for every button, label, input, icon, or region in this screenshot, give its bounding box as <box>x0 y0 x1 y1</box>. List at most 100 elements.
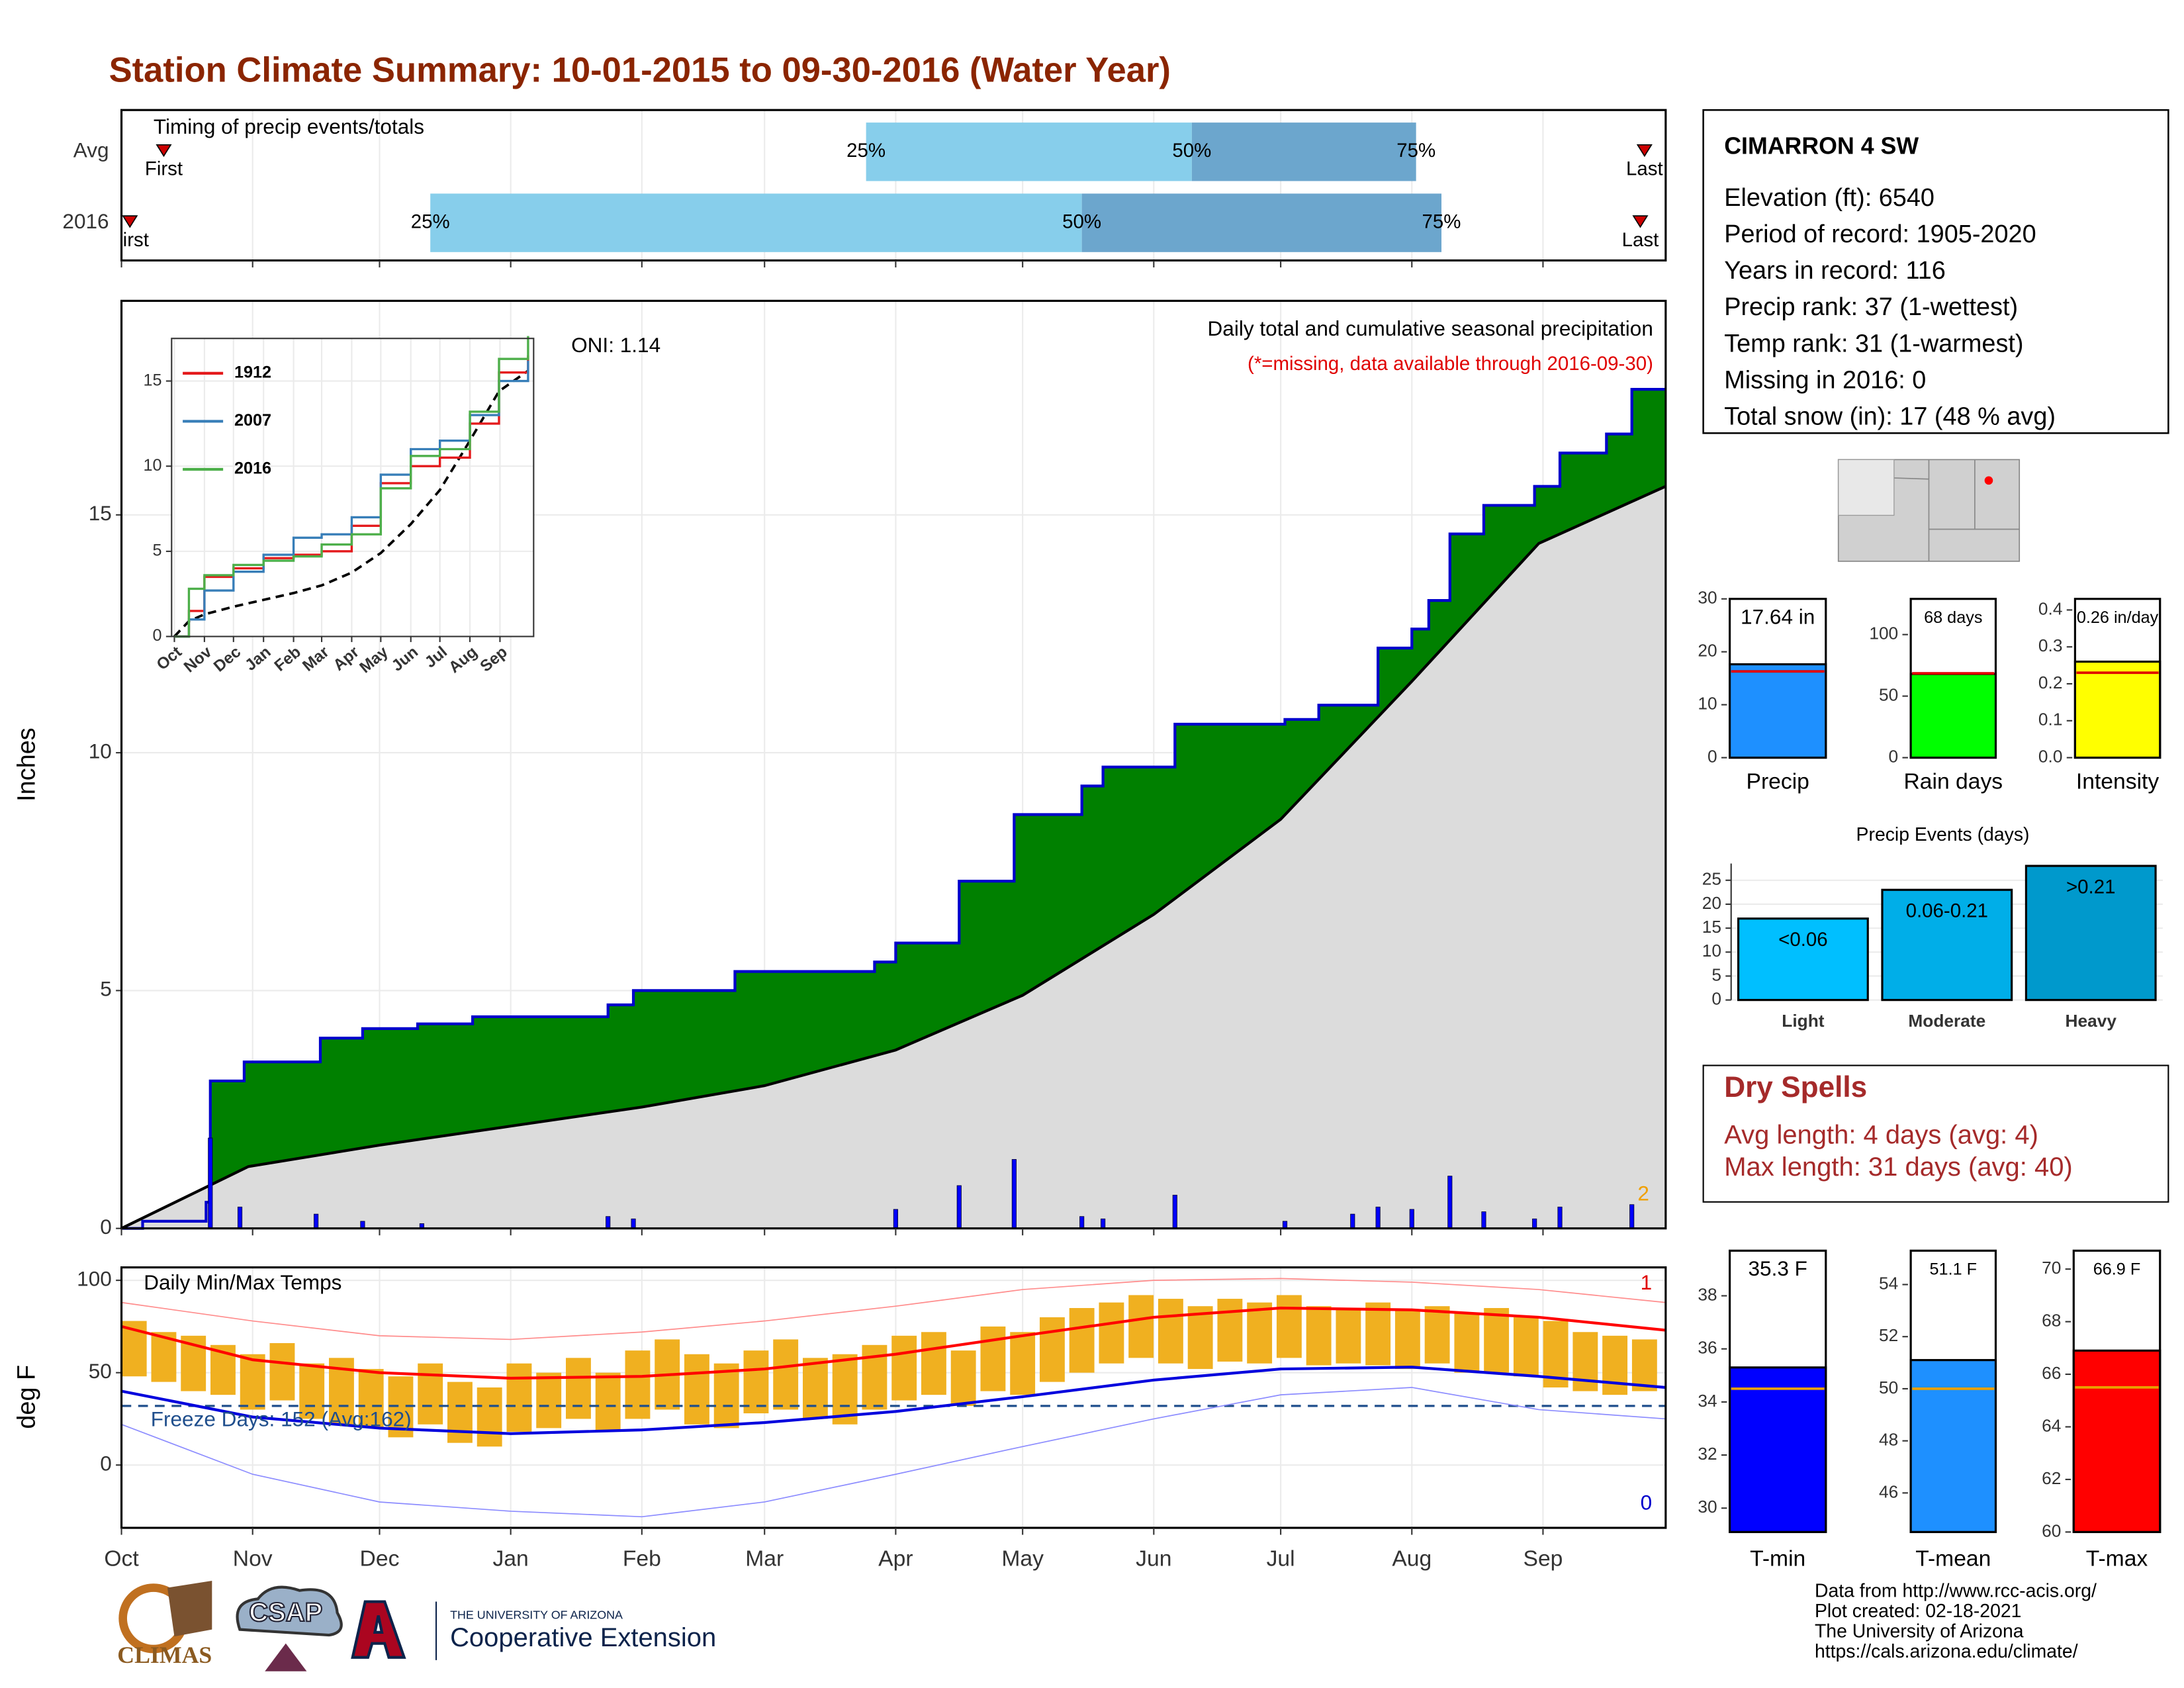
x-label: Moderate <box>1908 1011 1985 1031</box>
quartile-label: 75% <box>1422 211 1461 232</box>
daily-bar <box>237 1206 243 1229</box>
y-tick-label: 50 <box>1879 685 1898 705</box>
bar-label: >0.21 <box>2066 876 2116 898</box>
daily-range <box>1484 1307 1510 1373</box>
station-info: Period of record: 1905-2020 <box>1724 220 2036 248</box>
y-tick-label: 0 <box>153 626 162 645</box>
y-tick-label: 15 <box>89 501 112 525</box>
daily-range <box>566 1358 591 1419</box>
daily-bar <box>956 1185 962 1229</box>
x-tick-label: Jun <box>1136 1546 1171 1571</box>
daily-range <box>1306 1306 1332 1366</box>
bar <box>1729 663 1827 759</box>
station-info: Precip rank: 37 (1-wettest) <box>1724 293 2018 321</box>
value-label: 66.9 F <box>2093 1260 2141 1278</box>
chart-title: Precip Events (days) <box>1856 824 2030 845</box>
daily-range <box>950 1350 976 1406</box>
quartile-label: 50% <box>1172 140 1211 162</box>
daily-bar <box>631 1218 636 1229</box>
bar <box>1737 917 1869 1002</box>
credit: Plot created: 02-18-2021 <box>1815 1601 2022 1622</box>
row-label: Avg <box>73 138 109 162</box>
x-label: T-max <box>2086 1546 2148 1571</box>
daily-bar <box>1375 1206 1381 1229</box>
daily-range <box>536 1372 562 1429</box>
daily-range <box>447 1382 473 1443</box>
daily-range <box>743 1350 769 1414</box>
y-tick-label: 64 <box>2042 1415 2061 1435</box>
y-tick-label: 36 <box>1698 1338 1717 1358</box>
location-map <box>1837 459 2021 562</box>
y-tick-label: 54 <box>1879 1273 1898 1293</box>
station-info: Total snow (in): 17 (48 % avg) <box>1724 403 2056 431</box>
legend-label: 1912 <box>234 363 271 382</box>
y-tick-label: 20 <box>1698 641 1717 661</box>
y-tick-label: 0.3 <box>2038 635 2063 655</box>
y-tick-label: 0.0 <box>2038 746 2063 766</box>
daily-range <box>240 1354 265 1410</box>
x-tick-label: Oct <box>104 1546 139 1571</box>
y-tick-label: 30 <box>1698 588 1717 608</box>
daily-range <box>269 1343 295 1401</box>
y-tick-label: 50 <box>1879 1378 1898 1397</box>
y-tick-label: 25 <box>1702 869 1721 889</box>
logo-text: THE UNIVERSITY OF ARIZONA <box>450 1608 623 1621</box>
daily-bar <box>1011 1159 1017 1229</box>
daily-bar <box>1557 1206 1563 1229</box>
y-tick-label: 5 <box>1711 964 1721 984</box>
y-tick-label: 100 <box>1869 624 1898 643</box>
daily-range <box>506 1363 532 1432</box>
bar <box>2072 1349 2161 1533</box>
x-tick-label: Jul <box>1267 1546 1295 1571</box>
y-tick-label: 0 <box>1707 746 1717 766</box>
credit: Data from http://www.rcc-acis.org/ <box>1815 1580 2097 1601</box>
daily-range <box>418 1363 443 1425</box>
page-title: Station Climate Summary: 10-01-2015 to 0… <box>109 50 1171 89</box>
temp-line <box>121 1366 1666 1435</box>
y-tick-label: 68 <box>2042 1311 2061 1331</box>
bar-label: <0.06 <box>1778 929 1828 951</box>
station-box <box>1702 109 2169 434</box>
y-axis-label: Inches <box>13 727 41 802</box>
daily-range <box>358 1369 384 1429</box>
y-tick-label: 46 <box>1879 1481 1898 1501</box>
y-tick-label: 10 <box>89 739 112 763</box>
x-tick-label: Jan <box>493 1546 529 1571</box>
bar <box>1909 1359 1997 1533</box>
daily-range <box>1602 1335 1628 1395</box>
daily-range <box>921 1332 946 1395</box>
event-label: Last <box>1622 229 1659 251</box>
daily-range <box>625 1350 651 1419</box>
dry-spell-info: Avg length: 4 days (avg: 4) <box>1724 1120 2038 1149</box>
daily-range <box>1424 1306 1450 1364</box>
y-tick-label: 10 <box>1702 941 1721 961</box>
daily-range <box>1513 1317 1539 1377</box>
legend-label: 2007 <box>234 411 271 430</box>
daily-bar <box>360 1221 365 1229</box>
x-tick-label: Apr <box>878 1546 913 1571</box>
y-tick-label: 66 <box>2042 1363 2061 1383</box>
daily-bar <box>1447 1176 1453 1229</box>
daily-range <box>477 1387 502 1447</box>
record-high-count: 1 <box>1641 1270 1653 1294</box>
y-tick-label: 15 <box>143 371 161 389</box>
station-info: Elevation (ft): 6540 <box>1724 184 1934 212</box>
average-line <box>173 369 529 637</box>
y-tick-label: 10 <box>1698 694 1717 714</box>
event-marker <box>1632 215 1649 228</box>
x-tick-label: Sep <box>1524 1546 1563 1571</box>
value-label: 17.64 in <box>1741 604 1815 628</box>
event-label: First <box>145 158 183 179</box>
y-tick-label: 62 <box>2042 1468 2061 1488</box>
bar-label: 0.06-0.21 <box>1906 900 1988 922</box>
quartile-bar <box>1081 193 1442 252</box>
cumulative-line <box>121 388 1666 1230</box>
daily-bar <box>1079 1216 1085 1229</box>
x-tick-label: Mar <box>745 1546 784 1571</box>
dry-spell-info: Max length: 31 days (avg: 40) <box>1724 1152 2073 1182</box>
row-label: 2016 <box>62 209 109 233</box>
legend-label: 2016 <box>234 459 271 478</box>
quartile-label: 50% <box>1062 211 1101 232</box>
value-label: 68 days <box>1924 608 1982 627</box>
daily-bar <box>606 1216 611 1229</box>
